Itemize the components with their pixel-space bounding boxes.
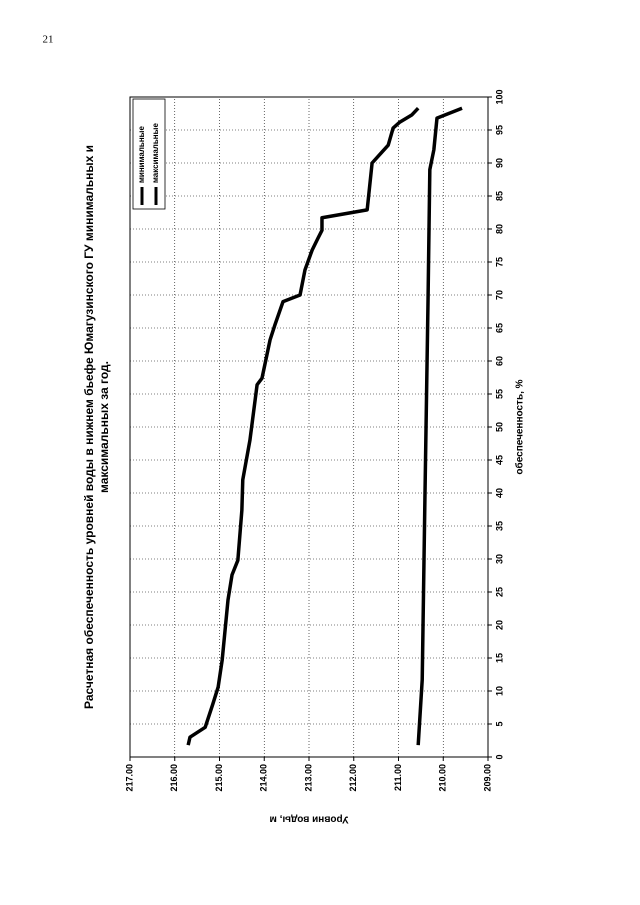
x-tick-label: 55: [494, 389, 504, 399]
legend-label: минимальные: [137, 125, 146, 183]
chart: Расчетная обеспеченность уровней воды в …: [82, 89, 525, 824]
x-tick-label: 50: [494, 422, 504, 432]
y-tick-label: 210.00: [438, 764, 448, 792]
x-tick-label: 0: [494, 754, 504, 759]
x-tick-label: 70: [494, 290, 504, 300]
data-line: [416, 106, 463, 746]
y-axis-label: Уровни воды, м: [269, 813, 348, 824]
y-tick-label: 213.00: [303, 764, 313, 792]
x-tick-label: 25: [494, 587, 504, 597]
x-tick-label: 20: [494, 620, 504, 630]
x-axis-label: обеспеченность, %: [514, 379, 526, 474]
y-tick-label: 217.00: [124, 764, 134, 792]
y-tick-label: 212.00: [348, 764, 358, 792]
y-tick-label: 214.00: [259, 764, 269, 792]
x-tick-label: 45: [494, 455, 504, 465]
y-tick-label: 215.00: [214, 764, 224, 792]
plot-frame: [129, 96, 489, 758]
y-tick-label: 216.00: [169, 764, 179, 792]
data-line: [186, 107, 420, 746]
page-number: 21: [43, 34, 54, 46]
x-tick-label: 95: [494, 125, 504, 135]
x-tick-label: 5: [494, 721, 504, 726]
x-tick-label: 60: [494, 356, 504, 366]
x-tick-label: 85: [494, 191, 504, 201]
x-tick-label: 30: [494, 554, 504, 564]
x-tick-label: 35: [494, 521, 504, 531]
x-tick-label: 90: [494, 158, 504, 168]
x-tick-label: 80: [494, 224, 504, 234]
legend-label: максимальные: [151, 123, 160, 183]
x-tick-label: 15: [494, 653, 504, 663]
x-tick-label: 100: [494, 89, 504, 104]
x-tick-label: 75: [494, 257, 504, 267]
y-tick-label: 209.00: [482, 764, 492, 792]
y-tick-label: 211.00: [393, 764, 403, 791]
x-tick-label: 10: [494, 686, 504, 696]
x-tick-label: 40: [494, 488, 504, 498]
chart-title: максимальных за год.: [97, 361, 111, 493]
x-tick-label: 65: [494, 323, 504, 333]
chart-title: Расчетная обеспеченность уровней воды в …: [82, 145, 96, 709]
legend-box: [132, 98, 166, 210]
